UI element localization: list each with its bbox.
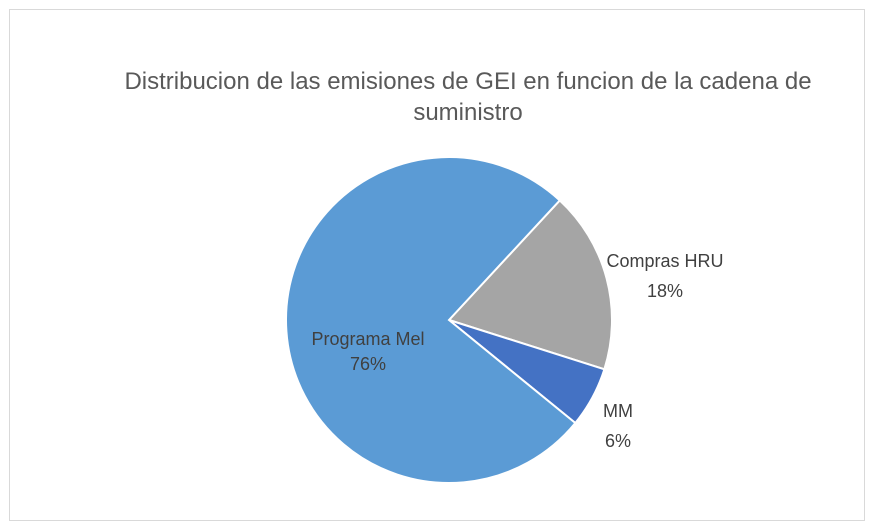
chart-frame	[9, 9, 865, 521]
slice-label: Programa Mel	[311, 329, 424, 349]
pie-slice	[447, 198, 613, 371]
pie-slice	[285, 156, 577, 484]
chart-title: Distribucion de las emisiones de GEI en …	[124, 68, 812, 126]
slice-value: 18%	[647, 281, 683, 301]
slice-value: 76%	[350, 354, 386, 374]
slice-value: 6%	[605, 431, 631, 451]
slice-label: Compras HRU	[606, 251, 723, 271]
slice-label: MM	[603, 401, 633, 421]
